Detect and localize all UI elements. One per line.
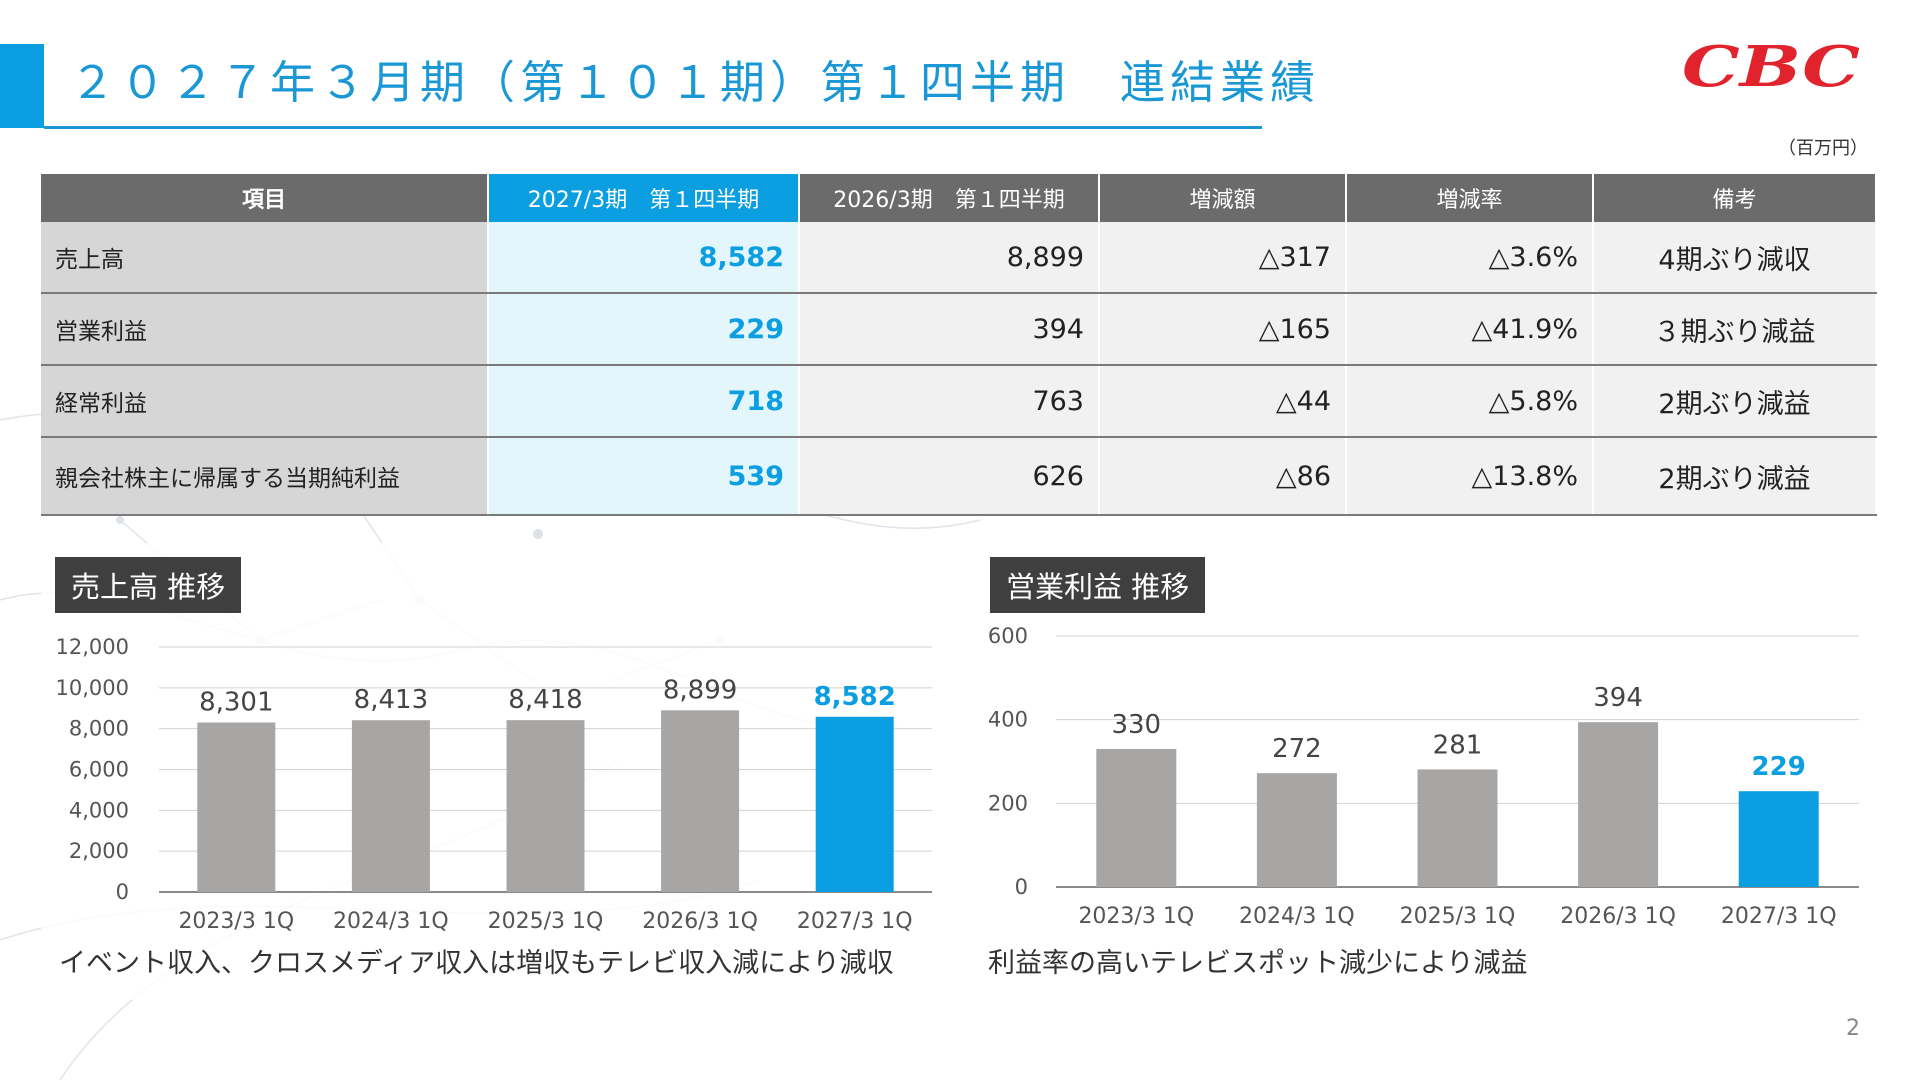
row-rate: △5.8% [1346, 365, 1594, 438]
bar [1096, 748, 1177, 887]
data-label: 8,418 [508, 685, 582, 715]
y-tick-label: 200 [988, 791, 1028, 815]
data-label: 281 [1433, 730, 1483, 760]
operating-profit-trend-panel: 営業利益 推移 0 200 400 600 330 2023/3 1Q 272 2024/3 … [974, 543, 1877, 1000]
row-item: 親会社株主に帰属する当期純利益 [41, 437, 489, 516]
table-row: 親会社株主に帰属する当期純利益 539 626 △86 △13.8% 2期ぶり減… [41, 437, 1877, 516]
data-label: 229 [1752, 752, 1806, 782]
row-note: 2期ぶり減益 [1593, 437, 1877, 516]
bar [1738, 791, 1819, 887]
y-tick-label: 6,000 [69, 758, 129, 782]
table-row: 経常利益 718 763 △44 △5.8% 2期ぶり減益 [41, 365, 1877, 438]
row-current-value: 8,582 [488, 222, 800, 294]
y-tick-label: 600 [988, 624, 1028, 648]
data-label: 8,582 [814, 682, 896, 712]
bar [351, 720, 430, 892]
row-change: △165 [1099, 293, 1347, 366]
data-label: 8,899 [663, 675, 737, 705]
y-tick-label: 0 [1015, 875, 1028, 899]
data-label: 330 [1111, 710, 1161, 740]
row-previous-value: 626 [799, 437, 1100, 516]
row-rate: △41.9% [1346, 293, 1594, 366]
table-row: 売上高 8,582 8,899 △317 △3.6% 4期ぶり減収 [41, 222, 1877, 294]
y-tick-label: 0 [116, 880, 129, 904]
x-tick-label: 2026/3 1Q [1560, 904, 1676, 929]
sales-bar-chart: 0 2,000 4,000 6,000 8,000 10,000 12,000 8,301 20… [56, 635, 932, 934]
column-header-rate: 増減率 [1346, 174, 1594, 222]
column-header-note: 備考 [1593, 174, 1877, 222]
profit-chart-caption: 利益率の高いテレビスポット減少により減益 [988, 948, 1528, 979]
operating-profit-bar-chart: 0 200 400 600 330 2023/3 1Q 272 2024/3 1Q 281 202… [988, 624, 1859, 929]
sales-chart-caption: イベント収入、クロスメディア収入は増収もテレビ収入減により減収 [59, 948, 894, 979]
page-number: 2 [1846, 1016, 1860, 1041]
sales-trend-panel: 売上高 推移 0 2,000 4,000 6,000 8,000 10,000 12,000… [41, 543, 945, 1000]
results-table: 項目 2027/3期 第１四半期 2026/3期 第１四半期 増減額 増減率 備… [41, 174, 1877, 516]
row-item: 経常利益 [41, 365, 489, 438]
y-tick-label: 2,000 [69, 839, 129, 863]
bar [1256, 773, 1337, 887]
sales-chart-title: 売上高 推移 [55, 557, 242, 613]
data-label: 394 [1593, 683, 1643, 713]
row-change: △317 [1099, 222, 1347, 294]
bar [506, 720, 585, 892]
bar [1417, 769, 1498, 887]
column-header-current: 2027/3期 第１四半期 [488, 174, 800, 222]
x-tick-label: 2027/3 1Q [1721, 904, 1837, 929]
row-note: 4期ぶり減収 [1593, 222, 1877, 294]
bar [1578, 722, 1659, 887]
row-rate: △3.6% [1346, 222, 1594, 294]
row-previous-value: 763 [799, 365, 1100, 438]
row-rate: △13.8% [1346, 437, 1594, 516]
y-tick-label: 12,000 [56, 635, 129, 659]
row-change: △44 [1099, 365, 1347, 438]
x-tick-label: 2024/3 1Q [1239, 904, 1355, 929]
row-previous-value: 8,899 [799, 222, 1100, 294]
y-tick-label: 400 [988, 708, 1028, 732]
column-header-previous: 2026/3期 第１四半期 [799, 174, 1100, 222]
y-tick-label: 4,000 [69, 798, 129, 822]
table-header-row: 項目 2027/3期 第１四半期 2026/3期 第１四半期 増減額 増減率 備… [41, 174, 1877, 222]
x-tick-label: 2025/3 1Q [488, 909, 604, 934]
column-header-change: 増減額 [1099, 174, 1347, 222]
title-underline [44, 126, 1262, 129]
y-tick-label: 8,000 [69, 717, 129, 741]
row-previous-value: 394 [799, 293, 1100, 366]
row-current-value: 718 [488, 365, 800, 438]
x-tick-label: 2023/3 1Q [178, 909, 294, 934]
x-tick-label: 2023/3 1Q [1078, 904, 1194, 929]
x-tick-label: 2027/3 1Q [797, 909, 913, 934]
data-label: 8,301 [199, 688, 273, 718]
data-label: 272 [1272, 734, 1322, 764]
x-tick-label: 2024/3 1Q [333, 909, 449, 934]
profit-chart-title: 営業利益 推移 [990, 557, 1206, 613]
x-tick-label: 2025/3 1Q [1400, 904, 1516, 929]
unit-label: （百万円） [1778, 138, 1868, 159]
cbc-logo: CBC [1682, 38, 1861, 94]
row-change: △86 [1099, 437, 1347, 516]
logo-text: CBC [1682, 38, 1861, 94]
title-accent-block [0, 44, 44, 128]
row-item: 営業利益 [41, 293, 489, 366]
column-header-item: 項目 [41, 174, 489, 222]
y-tick-label: 10,000 [56, 676, 129, 700]
row-current-value: 539 [488, 437, 800, 516]
row-item: 売上高 [41, 222, 489, 294]
bar [661, 710, 740, 892]
x-tick-label: 2026/3 1Q [642, 909, 758, 934]
data-label: 8,413 [354, 685, 428, 715]
page-title: ２０２７年３月期（第１０１期）第１四半期 連結業績 [70, 56, 1321, 109]
row-note: 2期ぶり減益 [1593, 365, 1877, 438]
table-row: 営業利益 229 394 △165 △41.9% ３期ぶり減益 [41, 293, 1877, 366]
bar [197, 722, 276, 892]
bar [815, 716, 894, 892]
row-note: ３期ぶり減益 [1593, 293, 1877, 366]
row-current-value: 229 [488, 293, 800, 366]
